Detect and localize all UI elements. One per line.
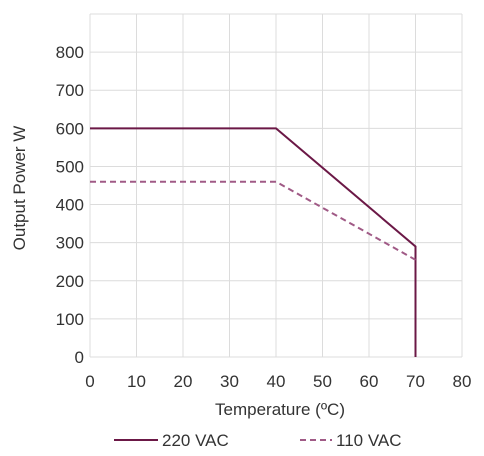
x-tick-label: 80 bbox=[453, 372, 472, 391]
x-axis-label: Temperature (ºC) bbox=[215, 400, 345, 419]
x-tick-label: 50 bbox=[313, 372, 332, 391]
series-layer bbox=[90, 127, 417, 357]
x-tick-label: 0 bbox=[85, 372, 94, 391]
y-tick-label: 500 bbox=[56, 157, 84, 176]
y-tick-label: 400 bbox=[56, 196, 84, 215]
y-tick-labels: 0 100 200 300 400 500 600 700 800 bbox=[56, 43, 84, 367]
x-tick-label: 30 bbox=[220, 372, 239, 391]
x-tick-label: 40 bbox=[267, 372, 286, 391]
legend-label: 220 VAC bbox=[162, 431, 229, 450]
y-tick-label: 0 bbox=[75, 348, 84, 367]
x-tick-label: 70 bbox=[406, 372, 425, 391]
y-tick-label: 300 bbox=[56, 234, 84, 253]
series-line-110-vac bbox=[90, 180, 416, 261]
y-tick-label: 600 bbox=[56, 119, 84, 138]
y-tick-label: 100 bbox=[56, 310, 84, 329]
y-tick-label: 700 bbox=[56, 81, 84, 100]
x-tick-labels: 0 10 20 30 40 50 60 70 80 bbox=[85, 372, 471, 391]
x-tick-label: 10 bbox=[127, 372, 146, 391]
x-tick-label: 20 bbox=[174, 372, 193, 391]
legend-label: 110 VAC bbox=[336, 431, 402, 450]
y-tick-label: 800 bbox=[56, 43, 84, 62]
y-tick-label: 200 bbox=[56, 272, 84, 291]
legend: 220 VAC 110 VAC bbox=[114, 431, 402, 450]
grid bbox=[89, 13, 463, 358]
series-line-220-vac bbox=[90, 127, 417, 357]
y-axis-label: Output Power W bbox=[10, 126, 29, 251]
x-tick-label: 60 bbox=[360, 372, 379, 391]
